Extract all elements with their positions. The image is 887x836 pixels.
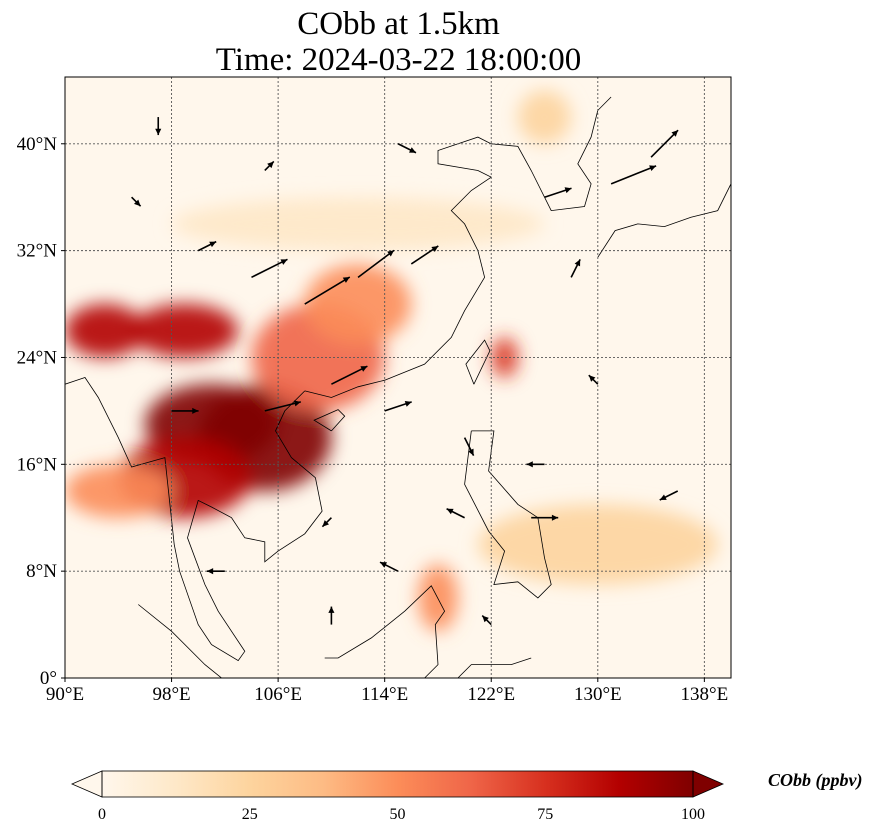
wind-arrow-head bbox=[155, 128, 162, 136]
tick-label-lat: 8°N bbox=[26, 561, 57, 582]
plume-region bbox=[517, 90, 572, 144]
plume-region bbox=[491, 337, 518, 378]
coastline bbox=[324, 585, 446, 678]
coastline bbox=[304, 96, 612, 398]
wind-arrow-head bbox=[446, 508, 454, 515]
tick-label-lon: 106°E bbox=[254, 684, 302, 705]
wind-arrow-head bbox=[387, 250, 395, 257]
colorbar-tick-label: 0 bbox=[98, 806, 106, 823]
colorbar-tick-label: 25 bbox=[241, 806, 258, 823]
tick-label-lat: 32°N bbox=[17, 241, 58, 262]
wind-arrow-head bbox=[342, 277, 350, 283]
coastline bbox=[138, 604, 223, 678]
map-title: CObb at 1.5km bbox=[297, 6, 500, 42]
coastline bbox=[65, 377, 323, 662]
wind-arrow-head bbox=[588, 375, 596, 382]
colorbar-min-extend bbox=[70, 770, 103, 798]
wind-arrow-shaft bbox=[331, 365, 368, 385]
plume-region bbox=[304, 263, 412, 345]
wind-arrow-head bbox=[574, 259, 581, 267]
colorbar-gradient bbox=[102, 771, 693, 797]
colorbar-max-extend bbox=[692, 770, 725, 798]
plume-region bbox=[65, 464, 172, 518]
wind-arrow-head bbox=[564, 187, 572, 194]
wind-arrow-shaft bbox=[357, 249, 395, 278]
concentration-field bbox=[65, 90, 718, 632]
coastline bbox=[597, 183, 731, 258]
wind-arrow-shaft bbox=[610, 165, 657, 185]
map-plot-area bbox=[65, 77, 731, 678]
wind-arrow-head bbox=[659, 494, 667, 501]
wind-arrow-shaft bbox=[304, 276, 351, 305]
colorbar-tick-label: 100 bbox=[681, 806, 705, 823]
colorbar-frame bbox=[101, 770, 694, 798]
wind-arrow-shaft bbox=[251, 258, 288, 279]
tick-label-lat: 16°N bbox=[17, 454, 58, 475]
tick-label-lon: 130°E bbox=[574, 684, 622, 705]
tick-label-lon: 122°E bbox=[467, 684, 515, 705]
map-frame bbox=[64, 76, 732, 679]
coastline bbox=[313, 409, 346, 432]
coastline bbox=[457, 657, 532, 678]
wind-arrow-head bbox=[468, 448, 474, 456]
plume-region bbox=[65, 304, 145, 358]
tick-label-lat: 40°N bbox=[17, 134, 58, 155]
axis-ticks: 90°E 98°E 106°E 114°E 122°E 130°E 138°E 0° 8°N 16… bbox=[17, 134, 729, 705]
wind-arrow-head bbox=[649, 165, 657, 172]
wind-vectors bbox=[131, 117, 679, 626]
plume-region bbox=[131, 304, 239, 358]
wind-arrow-head bbox=[328, 606, 335, 613]
tick-label-lat: 24°N bbox=[17, 347, 58, 368]
wind-arrow-head bbox=[380, 562, 387, 568]
colorbar-tick-label: 50 bbox=[389, 806, 406, 823]
wind-arrow-head bbox=[551, 514, 559, 521]
wind-arrow-head bbox=[322, 520, 330, 527]
wind-arrow-head bbox=[209, 241, 217, 248]
wind-arrow-head bbox=[431, 245, 439, 253]
wind-arrow-head bbox=[206, 568, 214, 575]
colorbar bbox=[70, 770, 725, 798]
wind-arrow-head bbox=[482, 615, 489, 623]
wind-arrow-head bbox=[404, 400, 412, 407]
coastline bbox=[465, 339, 491, 385]
wind-arrow-head bbox=[360, 366, 368, 372]
wind-arrow-head bbox=[409, 147, 416, 153]
map-background bbox=[65, 77, 731, 678]
tick-label-lon: 90°E bbox=[46, 684, 84, 705]
map-subtitle-time: Time: 2024-03-22 18:00:00 bbox=[215, 42, 582, 78]
tick-label-lon: 138°E bbox=[681, 684, 729, 705]
wind-arrow-head bbox=[133, 199, 141, 207]
wind-arrow-head bbox=[526, 461, 533, 468]
wind-arrow-head bbox=[267, 161, 274, 169]
colorbar-title: CObb (ppbv) bbox=[768, 770, 863, 790]
wind-arrow-head bbox=[192, 407, 199, 414]
tick-label-lat: 0° bbox=[40, 668, 57, 689]
plume-region bbox=[477, 504, 718, 585]
wind-arrow-head bbox=[293, 400, 301, 407]
tick-label-lon: 114°E bbox=[361, 684, 408, 705]
wind-arrow-head bbox=[671, 130, 679, 137]
plume-region bbox=[171, 197, 545, 251]
wind-arrow-head bbox=[280, 259, 288, 265]
colorbar-tick-label: 75 bbox=[537, 806, 554, 823]
wind-arrow-shaft bbox=[650, 129, 679, 158]
tick-label-lon: 98°E bbox=[152, 684, 190, 705]
